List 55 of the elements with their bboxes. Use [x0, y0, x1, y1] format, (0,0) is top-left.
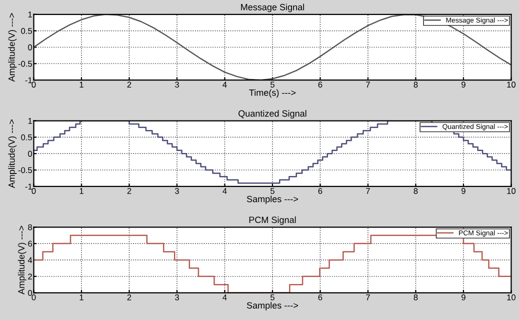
- x-tick-label: 10: [507, 82, 516, 88]
- x-tick-label: 7: [366, 82, 370, 88]
- y-axis-title: Amplitude(V) --->: [8, 120, 17, 188]
- x-tick-label: 4: [222, 82, 227, 88]
- x-tick-label: 10: [507, 188, 516, 194]
- x-tick-label: 8: [414, 82, 418, 88]
- x-tick-label: 1: [80, 294, 84, 300]
- y-tick-label: -1: [25, 184, 32, 190]
- x-tick-label: 3: [174, 82, 179, 88]
- y-tick-label: -0.5: [18, 60, 32, 67]
- x-tick-label: 5: [270, 294, 274, 300]
- y-tick-label: 0: [28, 290, 32, 296]
- x-tick-label: 9: [462, 294, 466, 300]
- x-tick-label: 5: [270, 188, 274, 194]
- y-tick-label: -1: [25, 77, 32, 84]
- y-axis-title: Amplitude(V) --->: [8, 13, 17, 82]
- chart-title: Message Signal: [241, 4, 304, 12]
- line-series: [34, 14, 512, 80]
- chart-title: Quantized Signal: [238, 110, 306, 118]
- x-tick-label: 10: [507, 294, 516, 300]
- y-tick-label: 8: [28, 224, 32, 230]
- x-tick-label: 3: [174, 294, 179, 300]
- x-tick-label: 9: [462, 188, 466, 194]
- x-tick-label: 1: [80, 82, 84, 88]
- x-axis-title: Samples --->: [246, 196, 298, 204]
- x-axis-title: Samples --->: [246, 302, 298, 310]
- x-tick-label: 6: [318, 82, 322, 88]
- y-tick-label: 2: [28, 274, 32, 280]
- y-tick-label: 4: [28, 257, 32, 263]
- x-tick-label: 8: [414, 294, 418, 300]
- x-tick-label: 6: [318, 294, 322, 300]
- x-tick-label: 5: [270, 82, 274, 88]
- x-tick-label: 2: [127, 188, 132, 194]
- y-tick-label: 0: [28, 150, 32, 157]
- x-tick-label: 2: [127, 294, 132, 300]
- y-tick-label: 6: [28, 240, 32, 247]
- x-tick-label: 2: [127, 82, 132, 88]
- x-tick-label: 3: [174, 188, 179, 194]
- x-axis-title: Time(s) --->: [249, 89, 296, 98]
- x-tick-label: 6: [318, 188, 322, 194]
- x-tick-label: 7: [366, 188, 370, 194]
- x-tick-label: 9: [462, 82, 466, 88]
- x-tick-label: 8: [414, 188, 418, 194]
- y-tick-label: 0.5: [21, 134, 32, 140]
- y-tick-label: 0.5: [21, 28, 32, 34]
- y-tick-label: 1: [28, 12, 32, 18]
- x-tick-label: 4: [222, 294, 227, 300]
- y-tick-label: -0.5: [18, 167, 32, 174]
- x-tick-label: 7: [366, 294, 370, 300]
- y-tick-label: 0: [28, 44, 32, 50]
- x-tick-label: 4: [222, 188, 227, 194]
- y-axis-title: Amplitude(V) --->: [18, 226, 26, 294]
- y-tick-label: 1: [28, 118, 32, 124]
- x-tick-label: 1: [80, 188, 84, 194]
- chart-title: PCM Signal: [249, 216, 296, 225]
